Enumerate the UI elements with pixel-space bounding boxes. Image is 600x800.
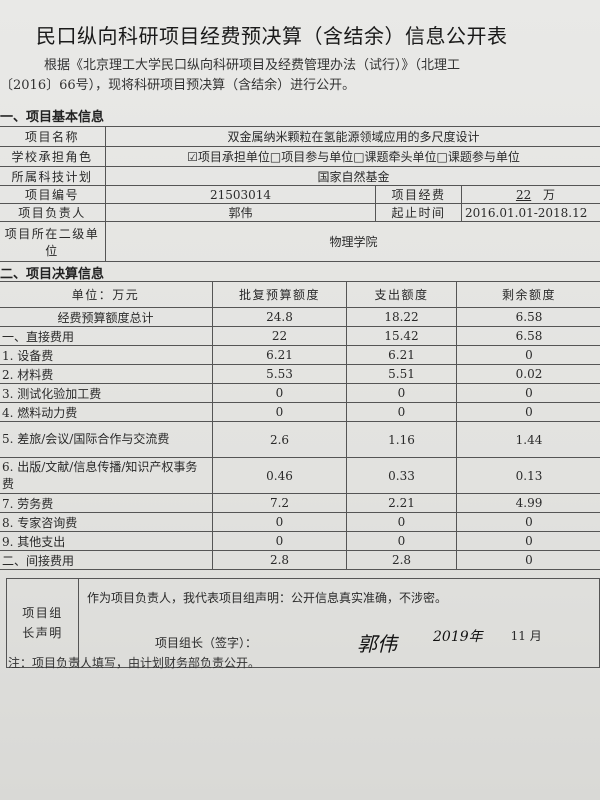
- remaining-value: 6.58: [456, 326, 600, 346]
- signature: 郭伟: [357, 632, 398, 656]
- item-label: 4. 燃料动力费: [0, 402, 213, 422]
- item-label: 5. 差旅/会议/国际合作与交流费: [0, 421, 213, 458]
- remaining-value: 1.44: [456, 421, 600, 458]
- plan-label: 所属科技计划: [0, 166, 106, 186]
- item-label: 6. 出版/文献/信息传播/知识产权事务费: [0, 457, 213, 494]
- budget-table: 单位：万元 批复预算额度 支出额度 剩余额度 经费预算额度总计 24.8 18.22…: [0, 281, 600, 570]
- intro-line-2: 〔2016〕66号），现将科研项目预决算（含结余）进行公开。: [0, 78, 356, 93]
- approved-value: 0: [212, 512, 347, 532]
- period: 2016.01.01-2018.12: [461, 203, 600, 222]
- spent-value: 15.42: [346, 326, 457, 346]
- project-name: 双金属纳米颗粒在氢能源领域应用的多尺度设计: [105, 126, 600, 147]
- header-remaining: 剩余额度: [456, 281, 600, 308]
- approved-value: 0.46: [212, 457, 347, 494]
- spent-value: 2.8: [346, 550, 457, 570]
- remaining-value: 0: [456, 531, 600, 551]
- budget-row: 4. 燃料动力费 0 0 0: [0, 402, 600, 422]
- page-title: 民口纵向科研项目经费预决算（含结余）信息公开表: [36, 24, 508, 48]
- item-label: 3. 测试化验加工费: [0, 383, 213, 403]
- item-label: 1. 设备费: [0, 345, 213, 365]
- spent-value: 0: [346, 531, 457, 551]
- spent-value: 1.16: [346, 421, 457, 458]
- role-options: ☑项目承担单位□项目参与单位□课题牵头单位□课题参与单位: [105, 146, 600, 167]
- approved-value: 0: [212, 402, 347, 422]
- declaration-label: 项目组长声明: [6, 578, 79, 668]
- header-unit: 单位：万元: [0, 281, 213, 308]
- sign-month: 11 月: [510, 629, 542, 643]
- remaining-value: 0: [456, 345, 600, 365]
- budget-row: 6. 出版/文献/信息传播/知识产权事务费 0.46 0.33 0.13: [0, 457, 600, 494]
- role-label: 学校承担角色: [0, 146, 106, 167]
- number-label: 项目编号: [0, 185, 106, 204]
- leader-label: 项目负责人: [0, 203, 106, 222]
- budget-row: 3. 测试化验加工费 0 0 0: [0, 383, 600, 403]
- basic-info-section-title: 一、项目基本信息: [0, 110, 105, 125]
- spent-value: 0: [346, 512, 457, 532]
- remaining-value: 0.02: [456, 364, 600, 384]
- plan: 国家自然基金: [105, 166, 600, 186]
- spent-value: 0: [346, 383, 457, 403]
- declaration-table: 项目组长声明 作为项目负责人，我代表项目组声明：公开信息真实准确，不涉密。 项目…: [6, 578, 600, 668]
- basic-info-table: 项目名称 双金属纳米颗粒在氢能源领域应用的多尺度设计 学校承担角色 ☑项目承担单位□…: [0, 126, 600, 262]
- spent-value: 5.51: [346, 364, 457, 384]
- remaining-value: 0: [456, 550, 600, 570]
- remaining-value: 0: [456, 512, 600, 532]
- approved-value: 2.6: [212, 421, 347, 458]
- dept-label: 项目所在二级单位: [0, 221, 106, 262]
- approved-value: 2.8: [212, 550, 347, 570]
- item-label: 二、间接费用: [0, 550, 213, 570]
- approved-value: 0: [212, 383, 347, 403]
- remaining-value: 6.58: [456, 307, 600, 327]
- period-label: 起止时间: [375, 203, 462, 222]
- remaining-value: 0.13: [456, 457, 600, 494]
- remaining-value: 4.99: [456, 493, 600, 513]
- footnote: 注：项目负责人填写，由计划财务部负责公开。: [8, 656, 261, 670]
- spent-value: 6.21: [346, 345, 457, 365]
- remaining-value: 0: [456, 402, 600, 422]
- budget-row: 2. 材料费 5.53 5.51 0.02: [0, 364, 600, 384]
- funds-label: 项目经费: [375, 185, 462, 204]
- budget-row: 8. 专家咨询费 0 0 0: [0, 512, 600, 532]
- funds-unit: 万: [543, 188, 556, 202]
- spent-value: 18.22: [346, 307, 457, 327]
- budget-section-title: 二、项目决算信息: [0, 267, 105, 282]
- approved-value: 6.21: [212, 345, 347, 365]
- declaration-statement: 作为项目负责人，我代表项目组声明：公开信息真实准确，不涉密。: [87, 591, 448, 605]
- sign-label: 项目组长（签字）：: [155, 636, 258, 650]
- intro-line-1: 根据《北京理工大学民口纵向科研项目及经费管理办法（试行）》（北理工: [44, 58, 461, 73]
- approved-value: 22: [212, 326, 347, 346]
- budget-row: 1. 设备费 6.21 6.21 0: [0, 345, 600, 365]
- item-label: 一、直接费用: [0, 326, 213, 346]
- item-label: 9. 其他支出: [0, 531, 213, 551]
- project-number: 21503014: [105, 185, 376, 204]
- budget-row: 5. 差旅/会议/国际合作与交流费 2.6 1.16 1.44: [0, 421, 600, 458]
- sign-year: 2019年: [433, 628, 483, 645]
- item-label: 2. 材料费: [0, 364, 213, 384]
- item-label: 经费预算额度总计: [0, 307, 213, 327]
- item-label: 7. 劳务费: [0, 493, 213, 513]
- dept: 物理学院: [105, 221, 600, 262]
- remaining-value: 0: [456, 383, 600, 403]
- spent-value: 0.33: [346, 457, 457, 494]
- budget-row: 7. 劳务费 7.2 2.21 4.99: [0, 493, 600, 513]
- approved-value: 24.8: [212, 307, 347, 327]
- approved-value: 0: [212, 531, 347, 551]
- budget-row: 9. 其他支出 0 0 0: [0, 531, 600, 551]
- leader: 郭伟: [105, 203, 376, 222]
- spent-value: 0: [346, 402, 457, 422]
- approved-value: 7.2: [212, 493, 347, 513]
- project-name-label: 项目名称: [0, 126, 106, 147]
- budget-row: 二、间接费用 2.8 2.8 0: [0, 550, 600, 570]
- header-spent: 支出额度: [346, 281, 457, 308]
- budget-row: 一、直接费用 22 15.42 6.58: [0, 326, 600, 346]
- approved-value: 5.53: [212, 364, 347, 384]
- header-approved: 批复预算额度: [212, 281, 347, 308]
- funds-value: 22: [515, 188, 532, 202]
- budget-row: 经费预算额度总计 24.8 18.22 6.58: [0, 307, 600, 327]
- item-label: 8. 专家咨询费: [0, 512, 213, 532]
- spent-value: 2.21: [346, 493, 457, 513]
